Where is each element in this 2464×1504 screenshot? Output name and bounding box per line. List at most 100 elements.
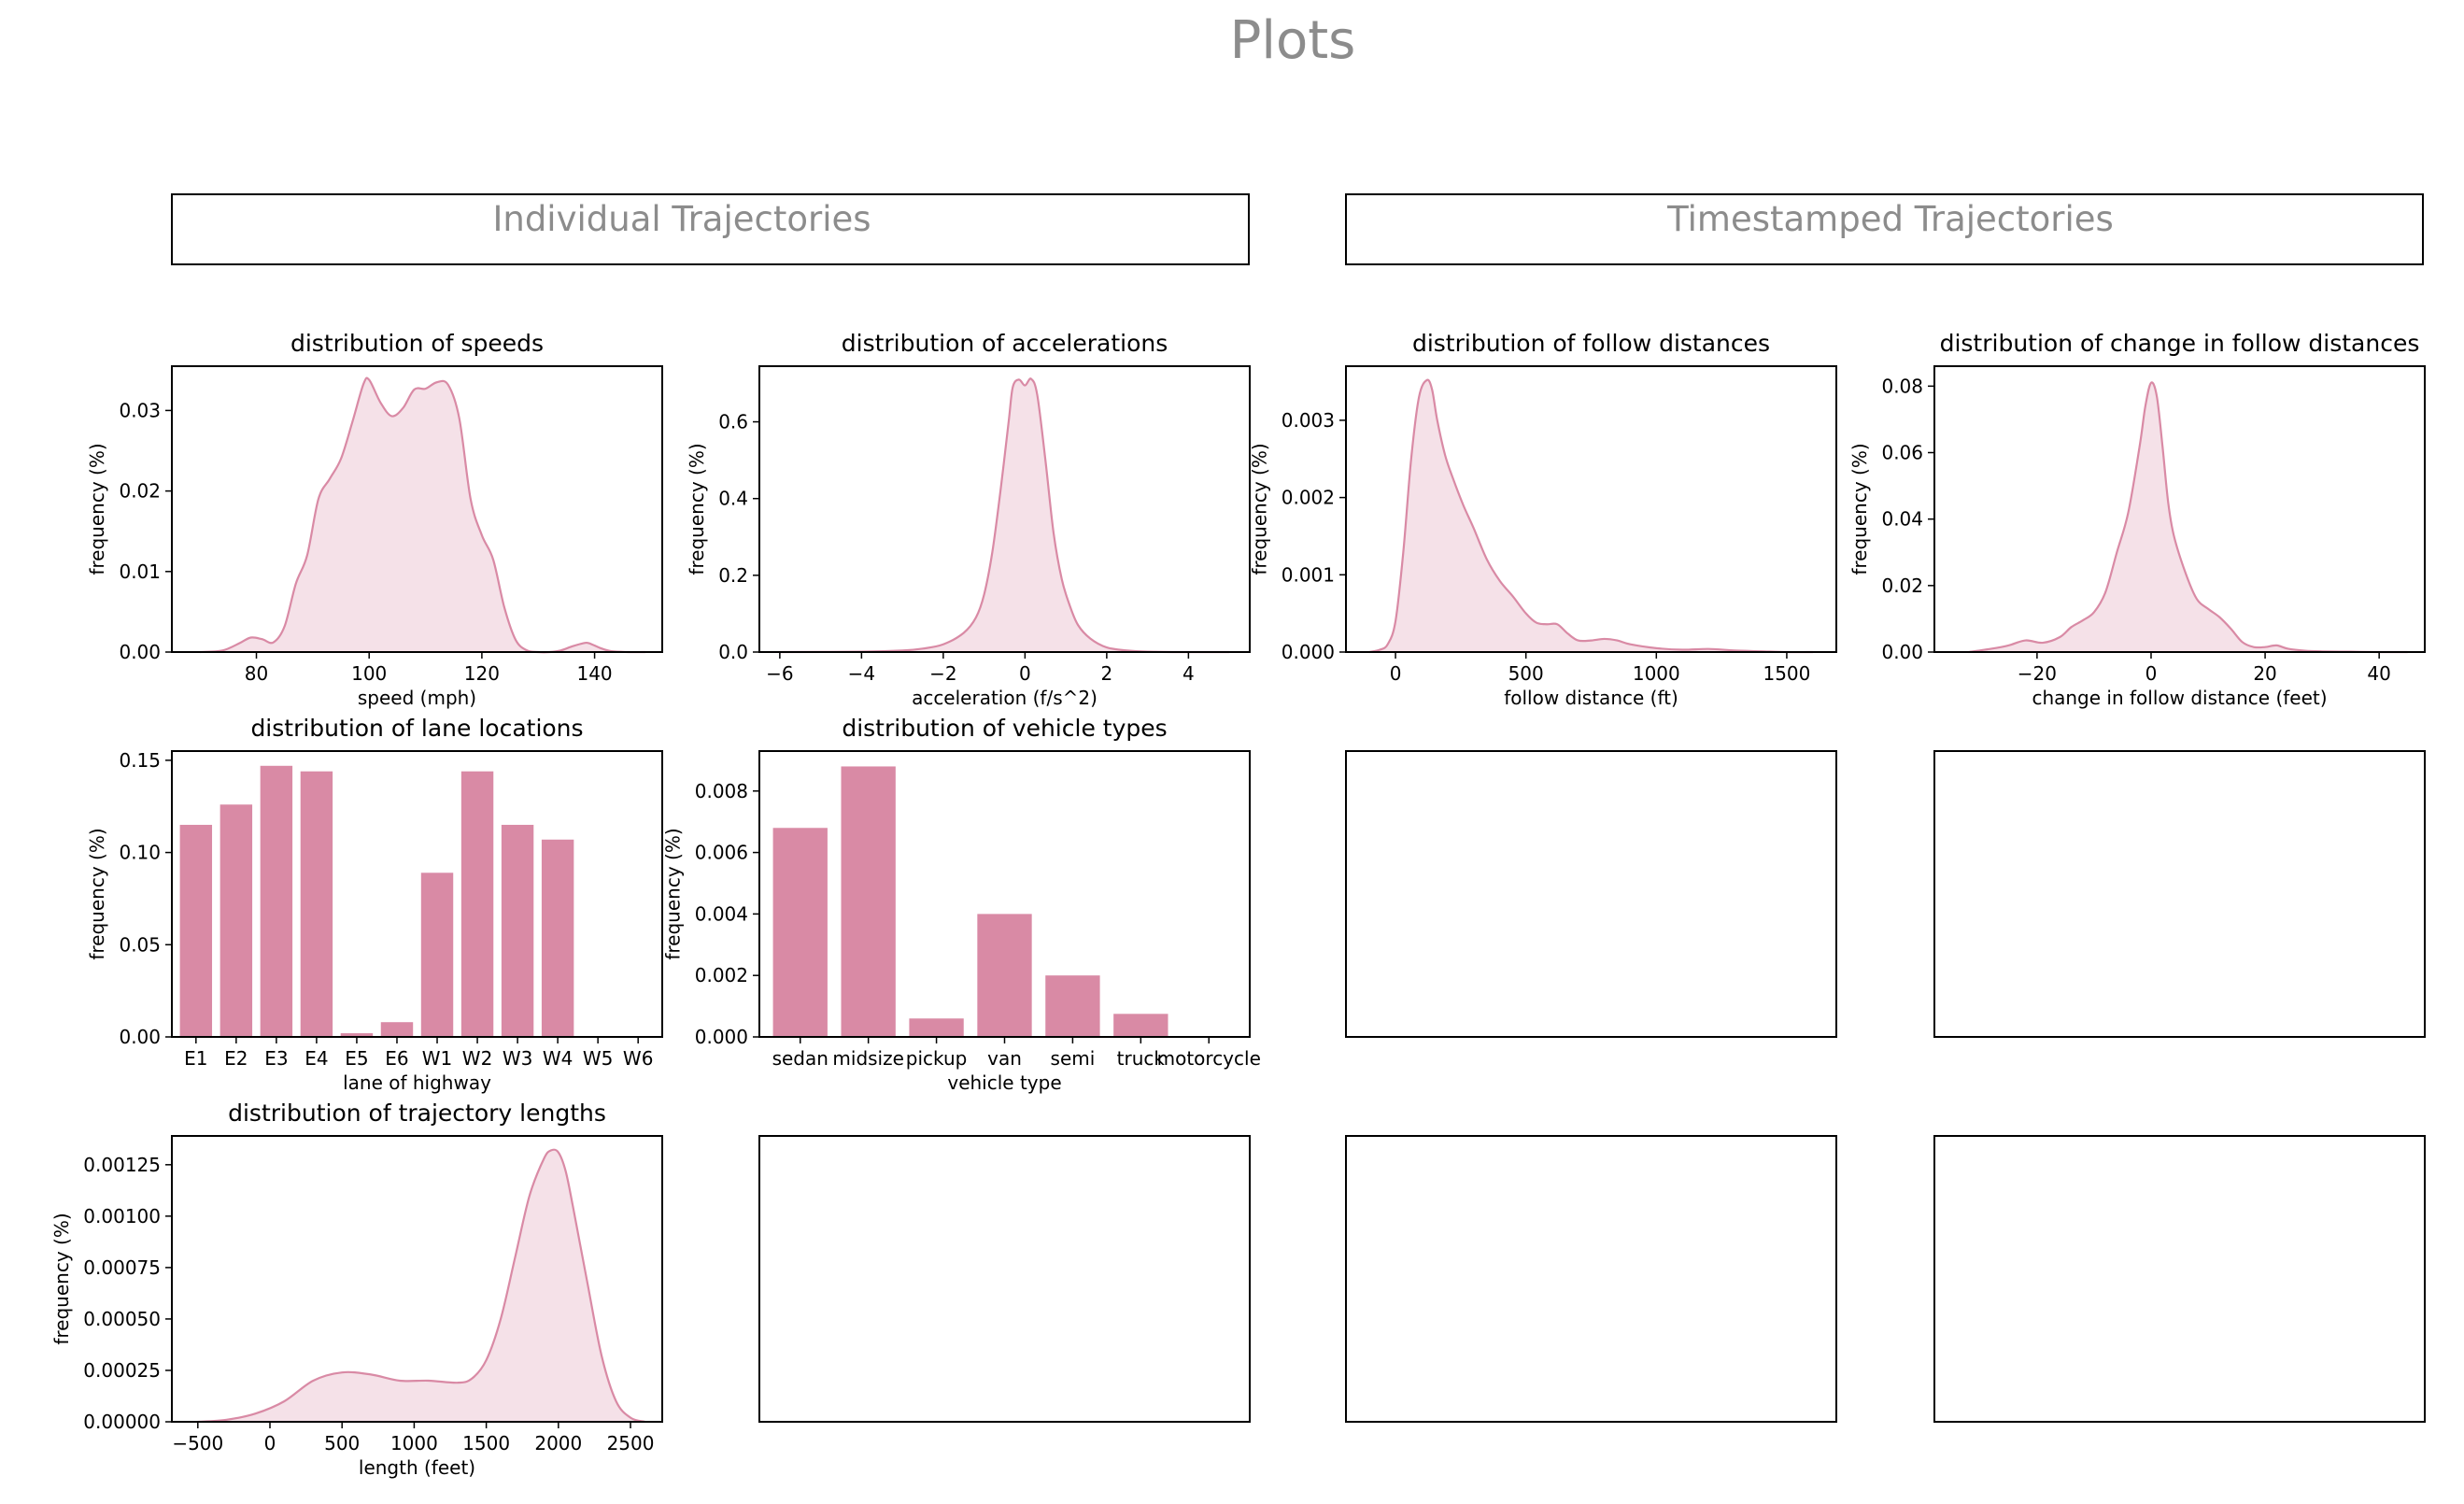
section-title-timestamped: Timestamped Trajectories xyxy=(1666,199,2114,239)
section-frame-individual xyxy=(171,193,1250,265)
x-tick-label: −2 xyxy=(929,662,956,685)
y-tick-label: 0.15 xyxy=(119,749,161,772)
section-title-individual: Individual Trajectories xyxy=(492,199,871,239)
bar-E2 xyxy=(219,804,253,1037)
x-tick-label: midsize xyxy=(832,1047,904,1070)
x-tick-label: 140 xyxy=(576,662,612,685)
bar-pickup xyxy=(909,1018,964,1037)
y-tick-label: 0.003 xyxy=(1282,409,1335,432)
x-tick-label: E2 xyxy=(224,1047,248,1070)
y-tick-label: 0.000 xyxy=(695,1026,748,1048)
x-tick-label: W6 xyxy=(623,1047,654,1070)
x-tick-label: 0 xyxy=(2145,662,2158,685)
subplot-empty_2_3 xyxy=(1345,750,1837,1038)
y-axis-label: frequency (%) xyxy=(686,443,708,575)
bar-truck xyxy=(1113,1014,1168,1037)
empty-axes-frame xyxy=(1345,750,1837,1038)
figure-title: Plots xyxy=(1230,10,1356,71)
y-tick-label: 0.00 xyxy=(1881,641,1923,663)
x-tick-label: 20 xyxy=(2253,662,2276,685)
bar-W1 xyxy=(420,873,454,1037)
y-axis-label: frequency (%) xyxy=(1848,443,1871,575)
x-tick-label: E5 xyxy=(345,1047,368,1070)
bar-W4 xyxy=(541,839,574,1037)
subplot-title: distribution of trajectory lengths xyxy=(228,1100,606,1127)
axes-frame xyxy=(758,750,1251,1038)
density-line xyxy=(1968,381,2408,654)
x-tick-label: −4 xyxy=(848,662,875,685)
y-tick-label: 0.002 xyxy=(695,964,748,986)
y-tick-label: 0.001 xyxy=(1282,563,1335,586)
subplot-change_follow: distribution of change in follow distanc… xyxy=(1848,330,2426,709)
subplot-title: distribution of vehicle types xyxy=(842,715,1167,742)
bar-midsize xyxy=(841,766,896,1037)
subplot-vehicles: distribution of vehicle types 0.000 0.002 0… xyxy=(662,715,1261,1094)
y-tick-label: 0.000 xyxy=(1282,641,1335,663)
empty-axes-frame xyxy=(1933,1135,2426,1423)
x-tick-label: motorcycle xyxy=(1157,1047,1261,1070)
y-tick-label: 0.00 xyxy=(119,641,161,663)
bar-E6 xyxy=(380,1022,414,1037)
x-tick-label: van xyxy=(987,1047,1022,1070)
y-tick-label: 0.00075 xyxy=(83,1256,161,1279)
subplot-empty_3_2 xyxy=(758,1135,1251,1423)
y-tick-label: 0.006 xyxy=(695,842,748,864)
density-line xyxy=(1368,378,1813,654)
x-axis-label: vehicle type xyxy=(947,1071,1061,1094)
y-tick-label: 0.02 xyxy=(1881,575,1923,597)
y-tick-label: 0.02 xyxy=(119,480,161,503)
y-axis-label: frequency (%) xyxy=(50,1213,73,1344)
subplot-lengths: distribution of trajectory lengths 0.0000… xyxy=(50,1100,663,1479)
x-tick-label: E1 xyxy=(184,1047,207,1070)
x-tick-label: 0 xyxy=(1390,662,1402,685)
axes-frame xyxy=(171,750,663,1038)
subplot-title: distribution of change in follow distanc… xyxy=(1940,330,2420,357)
y-tick-label: 0.00025 xyxy=(83,1359,161,1382)
density-line xyxy=(197,1148,645,1424)
y-axis-label: frequency (%) xyxy=(1249,443,1271,575)
x-tick-label: 500 xyxy=(324,1432,360,1454)
x-tick-label: −6 xyxy=(766,662,793,685)
bar-semi xyxy=(1045,975,1100,1037)
y-tick-label: 0.2 xyxy=(718,564,748,587)
x-axis-label: lane of highway xyxy=(343,1071,491,1094)
x-tick-label: pickup xyxy=(906,1047,968,1070)
bar-E3 xyxy=(260,765,293,1037)
y-tick-label: 0.00100 xyxy=(83,1205,161,1227)
x-tick-label: truck xyxy=(1117,1047,1166,1070)
x-tick-label: 1000 xyxy=(1633,662,1680,685)
subplot-follow: distribution of follow distances 0.000 0.0… xyxy=(1249,330,1837,709)
x-tick-label: 1500 xyxy=(462,1432,510,1454)
axes-frame xyxy=(1933,365,2426,653)
y-tick-label: 0.08 xyxy=(1881,375,1923,397)
y-tick-label: 0.04 xyxy=(1881,508,1923,531)
x-tick-label: semi xyxy=(1051,1047,1096,1070)
y-tick-label: 0.002 xyxy=(1282,487,1335,509)
x-tick-label: 100 xyxy=(351,662,387,685)
bar-W2 xyxy=(460,771,494,1037)
subplot-empty_3_4 xyxy=(1933,1135,2426,1423)
y-tick-label: 0.00000 xyxy=(83,1411,161,1433)
x-tick-label: sedan xyxy=(772,1047,828,1070)
x-tick-label: W3 xyxy=(503,1047,533,1070)
y-axis-label: frequency (%) xyxy=(86,828,108,959)
x-tick-label: 4 xyxy=(1182,662,1195,685)
x-tick-label: 1500 xyxy=(1763,662,1810,685)
subplot-lanes: distribution of lane locations 0.00 0.05 0.… xyxy=(86,715,663,1094)
y-tick-label: 0.0 xyxy=(718,641,748,663)
bar-van xyxy=(977,914,1032,1037)
bar-E4 xyxy=(300,771,333,1037)
bar-sedan xyxy=(772,828,828,1037)
y-tick-label: 0.05 xyxy=(119,933,161,956)
subplot-speeds: distribution of speeds 0.00 0.01 0.02 0.03 fr… xyxy=(86,330,663,709)
y-tick-label: 0.004 xyxy=(695,902,748,925)
axes-frame xyxy=(758,365,1251,653)
x-axis-label: acceleration (f/s^2) xyxy=(912,687,1097,709)
density-area xyxy=(200,377,645,653)
y-tick-label: 0.00050 xyxy=(83,1308,161,1330)
x-tick-label: 2000 xyxy=(534,1432,582,1454)
empty-axes-frame xyxy=(758,1135,1251,1423)
x-tick-label: E6 xyxy=(385,1047,408,1070)
bar-E1 xyxy=(179,824,213,1037)
